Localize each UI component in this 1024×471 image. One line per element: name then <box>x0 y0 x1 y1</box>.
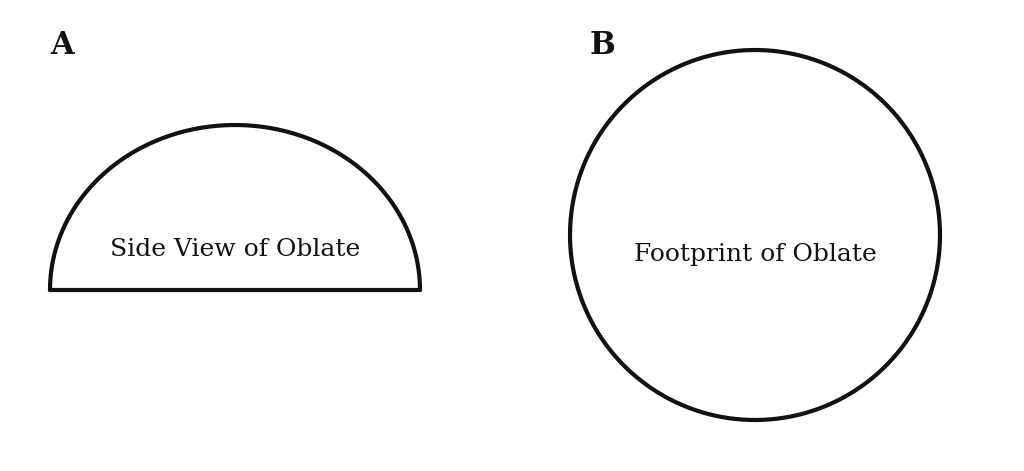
Polygon shape <box>50 125 420 290</box>
Text: A: A <box>50 30 74 61</box>
Polygon shape <box>570 50 940 420</box>
Text: Footprint of Oblate: Footprint of Oblate <box>634 244 877 267</box>
Text: B: B <box>590 30 615 61</box>
Text: Side View of Oblate: Side View of Oblate <box>110 238 360 261</box>
